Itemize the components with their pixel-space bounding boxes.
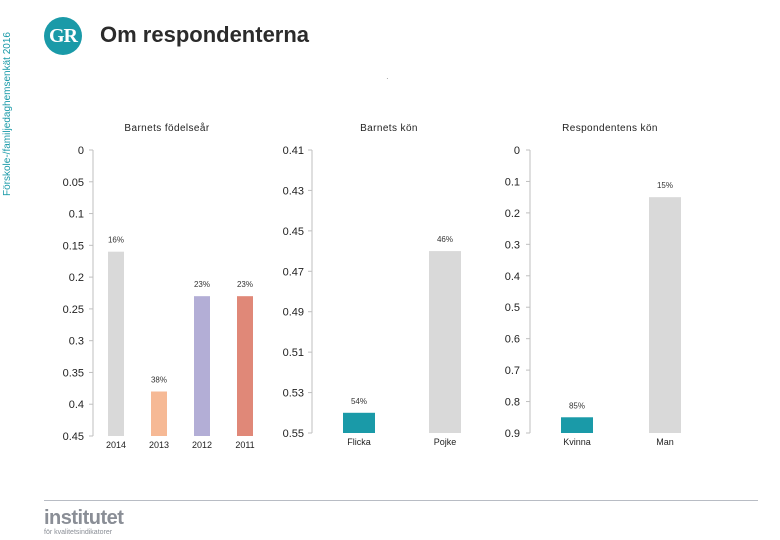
birth-year-category-label: 2012	[192, 440, 212, 450]
respondent-gender-bar-man	[649, 197, 681, 433]
respondent-gender-y-tick-label: 0.4	[505, 271, 520, 283]
charts-canvas: Barnets födelseår 0 0.05 0.1 0.15 0.2 0.25 0.3 0…	[63, 122, 681, 450]
gr-logo: GR	[44, 17, 82, 55]
child-gender-category-label: Flicka	[347, 437, 371, 447]
respondent-gender-chart-title: Respondentens kön	[562, 123, 658, 134]
respondent-gender-y-tick-label: 0.7	[505, 365, 520, 377]
child-gender-y-tick-label: 0.51	[283, 347, 304, 359]
birth-year-data-label: 23%	[194, 280, 210, 289]
respondent-gender-category-label: Man	[656, 437, 674, 447]
institutet-logo-tagline: för kvalitetsindikatorer	[44, 529, 113, 536]
respondent-gender-y-tick-label: 0.5	[505, 302, 520, 314]
child-gender-y-tick-label: 0.47	[283, 266, 304, 278]
birth-year-y-tick-label: 0.3	[69, 336, 84, 348]
respondent-gender-y-tick-label: 0	[514, 145, 520, 157]
birth-year-data-label: 16%	[108, 236, 124, 245]
birth-year-y-tick-label: 0.45	[63, 431, 84, 443]
respondent-gender-y-tick-label: 0.8	[505, 397, 520, 409]
gr-logo-text: GR	[49, 24, 78, 47]
child-gender-category-label: Pojke	[434, 437, 457, 447]
institutet-logo: institutet för kvalitetsindikatorer	[44, 507, 124, 537]
birth-year-bar-2013	[151, 391, 167, 436]
birth-year-y-tick-label: 0.15	[63, 240, 84, 252]
child-gender-chart-title: Barnets kön	[360, 123, 418, 134]
respondent-gender-category-label: Kvinna	[563, 437, 591, 447]
child-gender-bar-pojke	[429, 251, 461, 433]
respondent-gender-data-label: 85%	[569, 401, 585, 410]
child-gender-bar-flicka	[343, 412, 375, 433]
child-gender-y-tick-label: 0.49	[283, 307, 304, 319]
birth-year-data-label: 38%	[151, 376, 167, 385]
decorative-dot: ·	[386, 74, 389, 83]
child-gender-data-label: 54%	[351, 397, 367, 406]
respondent-gender-y-tick-label: 0.6	[505, 334, 520, 346]
birth-year-category-label: 2013	[149, 440, 169, 450]
birth-year-y-tick-label: 0.05	[63, 177, 84, 189]
birth-year-y-tick-label: 0.25	[63, 304, 84, 316]
birth-year-y-tick-label: 0.4	[69, 399, 84, 411]
child-gender-y-tick-label: 0.55	[283, 428, 304, 440]
child-gender-data-label: 46%	[437, 235, 453, 244]
birth-year-y-tick-label: 0.2	[69, 272, 84, 284]
birth-year-bar-2011	[237, 296, 253, 436]
birth-year-y-tick-label: 0	[78, 145, 84, 157]
birth-year-category-label: 2014	[106, 440, 126, 450]
respondent-gender-y-tick-label: 0.3	[505, 239, 520, 251]
page-title: Om respondenterna	[100, 22, 310, 47]
respondent-gender-y-tick-label: 0.2	[505, 208, 520, 220]
respondent-gender-data-label: 15%	[657, 181, 673, 190]
respondent-gender-y-tick-label: 0.1	[505, 176, 520, 188]
child-gender-y-tick-label: 0.53	[283, 388, 304, 400]
birth-year-y-tick-label: 0.35	[63, 367, 84, 379]
birth-year-bar-2014	[108, 251, 124, 436]
institutet-logo-name: institutet	[44, 507, 124, 529]
child-gender-y-tick-label: 0.45	[283, 226, 304, 238]
birth-year-bar-2012	[194, 296, 210, 436]
child-gender-y-tick-label: 0.43	[283, 185, 304, 197]
birth-year-y-tick-label: 0.1	[69, 209, 84, 221]
child-gender-y-tick-label: 0.41	[283, 145, 304, 157]
birth-year-data-label: 23%	[237, 280, 253, 289]
footer-divider	[44, 500, 758, 501]
birth-year-chart-title: Barnets födelseår	[124, 122, 209, 134]
respondent-gender-bar-kvinna	[561, 417, 593, 433]
birth-year-category-label: 2011	[235, 440, 254, 450]
respondent-gender-y-tick-label: 0.9	[505, 428, 520, 440]
